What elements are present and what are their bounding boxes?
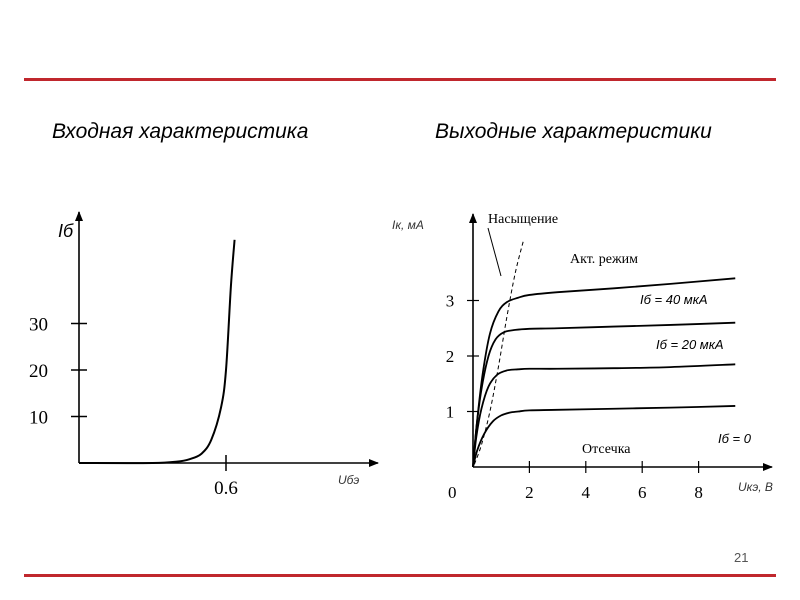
output-curve xyxy=(472,363,736,468)
right-x-tick-label: 2 xyxy=(525,483,534,502)
right-x-axis-label: Uкэ, В xyxy=(738,480,773,494)
saturation-leader-line xyxy=(487,227,502,277)
saturation-label: Насыщение xyxy=(488,212,558,227)
right-y-tick-label: 1 xyxy=(446,403,455,422)
right-x-tick-label: 8 xyxy=(694,483,703,502)
input-curve xyxy=(78,239,236,465)
active-mode-label: Акт. режим xyxy=(570,252,638,267)
cutoff-label: Отсечка xyxy=(582,442,631,457)
ib0-label: Iб = 0 xyxy=(718,431,752,446)
right-x-tick-label: 4 xyxy=(582,483,591,502)
output-curve xyxy=(472,321,736,468)
output-curve xyxy=(472,405,736,468)
left-y-ticks: 10 20 30 xyxy=(29,315,87,429)
output-characteristics-heading: Выходные характеристики xyxy=(435,120,712,143)
left-y-tick-label: 30 xyxy=(29,315,48,336)
left-x-axis-label: Uбэ xyxy=(338,473,359,487)
left-y-axis-label: Iб xyxy=(58,221,74,241)
origin-label: 0 xyxy=(448,483,457,502)
right-y-tick-label: 3 xyxy=(446,292,455,311)
bottom-divider xyxy=(24,574,776,577)
left-y-tick-label: 20 xyxy=(29,361,48,382)
page-number: 21 xyxy=(734,550,749,565)
saturation-boundary-line xyxy=(473,239,525,465)
ib40-label: Iб = 40 мкА xyxy=(640,292,708,307)
right-x-ticks: 2 4 6 8 xyxy=(525,461,703,502)
left-x-tick-label: 0.6 xyxy=(214,478,238,499)
output-curve xyxy=(472,277,736,468)
output-curves xyxy=(472,277,736,468)
ib20-label: Iб = 20 мкА xyxy=(656,337,724,352)
right-y-ticks: 1 2 3 xyxy=(446,292,479,422)
right-y-tick-label: 2 xyxy=(446,347,455,366)
left-x-ticks: 0.6 xyxy=(214,455,238,499)
right-y-axis-label: Iк, мА xyxy=(392,218,424,232)
left-y-tick-label: 10 xyxy=(29,408,48,429)
input-characteristic-chart: Iб Uбэ 10 20 30 0.6 xyxy=(29,211,379,499)
input-characteristic-heading: Входная характеристика xyxy=(52,120,309,143)
right-x-tick-label: 6 xyxy=(638,483,647,502)
top-divider xyxy=(24,78,776,81)
output-characteristics-chart: Iк, мА Uкэ, В 0 1 2 3 2 4 6 8 Насыщение Акт. … xyxy=(392,212,773,502)
